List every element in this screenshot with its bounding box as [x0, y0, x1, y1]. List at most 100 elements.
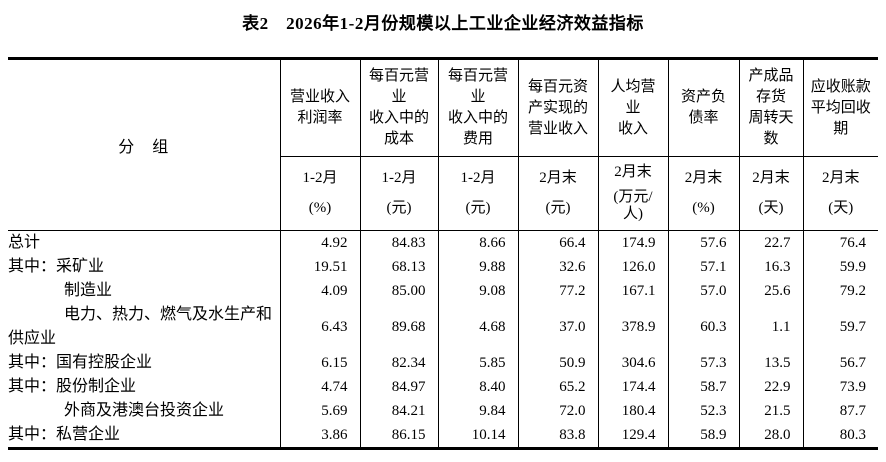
cell-value: 56.7	[802, 351, 878, 375]
cell-value: 378.9	[597, 303, 668, 351]
column-header-expense-per-100-revenue: 每百元营 业 收入中的 费用	[437, 58, 518, 157]
cell-value: 8.66	[437, 230, 518, 255]
subheader-revenue-per-assets: 2月末 (元)	[517, 156, 598, 231]
cell-value: 22.9	[738, 375, 803, 399]
cell-value: 126.0	[597, 255, 668, 279]
column-header-debt-ratio: 资产负 债率	[667, 58, 739, 157]
subheader-debt-ratio: 2月末 (%)	[667, 156, 739, 231]
cell-value: 6.43	[279, 303, 360, 351]
subheader-expense: 1-2月 (元)	[437, 156, 518, 231]
header-row-titles: 分 组 营业收入 利润率 每百元营 业 收入中的 成本 每百元营 业 收入中的 …	[8, 58, 878, 231]
cell-value: 28.0	[738, 423, 803, 449]
cell-value: 10.14	[437, 423, 518, 449]
cell-value: 180.4	[597, 399, 668, 423]
table-title: 表2 2026年1-2月份规模以上工业企业经济效益指标	[242, 14, 644, 33]
cell-value: 167.1	[597, 279, 668, 303]
cell-value: 65.2	[517, 375, 598, 399]
cell-value: 9.88	[437, 255, 518, 279]
unit-label: (元)	[386, 200, 412, 216]
cell-value: 59.7	[802, 303, 878, 351]
cell-value: 57.3	[667, 351, 739, 375]
cell-value: 57.6	[667, 230, 739, 255]
unit-label: (天)	[828, 200, 854, 216]
cell-value: 89.68	[359, 303, 438, 351]
row-label: 其中：采矿业	[8, 258, 105, 275]
cell-value: 4.68	[437, 303, 518, 351]
row-label: 外商及港澳台投资企业	[64, 402, 225, 419]
period-label: 2月末	[821, 170, 860, 186]
cell-value: 85.00	[359, 279, 438, 303]
cell-value: 80.3	[802, 423, 878, 449]
cell-value: 60.3	[667, 303, 739, 351]
cell-value: 66.4	[517, 230, 598, 255]
column-header-revenue-per-capita: 人均营 业 收入	[597, 58, 668, 157]
column-header-inventory-turnover-days: 产成品 存货 周转天 数	[738, 58, 803, 157]
cell-value: 19.51	[279, 255, 360, 279]
row-label: 其中：国有控股企业	[8, 354, 153, 371]
table-row-state-holding: 其中：国有控股企业 6.15 82.34 5.85 50.9 304.6 57.…	[8, 351, 878, 375]
indicators-table: 分 组 营业收入 利润率 每百元营 业 收入中的 成本 每百元营 业 收入中的 …	[8, 57, 878, 450]
unit-label: (元)	[545, 200, 571, 216]
row-label: 总计	[8, 234, 41, 251]
cell-value: 59.9	[802, 255, 878, 279]
cell-value: 37.0	[517, 303, 598, 351]
cell-value: 5.69	[279, 399, 360, 423]
cell-value: 6.15	[279, 351, 360, 375]
column-header-profit-margin: 营业收入 利润率	[279, 58, 360, 157]
column-header-group: 分 组	[8, 58, 280, 231]
cell-value: 4.92	[279, 230, 360, 255]
cell-value: 72.0	[517, 399, 598, 423]
cell-value: 58.9	[667, 423, 739, 449]
period-label: 2月末	[539, 170, 577, 186]
cell-value: 68.13	[359, 255, 438, 279]
cell-value: 5.85	[437, 351, 518, 375]
cell-value: 82.34	[359, 351, 438, 375]
period-label: 2月末	[684, 170, 723, 186]
unit-label: (万元/ 人)	[613, 188, 653, 222]
cell-value: 32.6	[517, 255, 598, 279]
cell-value: 9.08	[437, 279, 518, 303]
table-row-mining: 其中：采矿业 19.51 68.13 9.88 32.6 126.0 57.1 …	[8, 255, 878, 279]
cell-value: 174.9	[597, 230, 668, 255]
cell-value: 73.9	[802, 375, 878, 399]
row-label: 制造业	[64, 282, 113, 299]
cell-value: 76.4	[802, 230, 878, 255]
row-label: 电力、热力、燃气及水生产和 供应业	[8, 306, 273, 347]
cell-value: 16.3	[738, 255, 803, 279]
period-label: 2月末	[614, 164, 652, 181]
unit-label: (天)	[758, 200, 784, 216]
subheader-receivables: 2月末 (天)	[802, 156, 878, 231]
cell-value: 87.7	[802, 399, 878, 423]
cell-value: 129.4	[597, 423, 668, 449]
cell-value: 58.7	[667, 375, 739, 399]
column-header-receivables-collection-period: 应收账款 平均回收 期	[802, 58, 878, 157]
unit-label: (%)	[692, 200, 715, 216]
cell-value: 8.40	[437, 375, 518, 399]
cell-value: 84.97	[359, 375, 438, 399]
cell-value: 57.0	[667, 279, 739, 303]
cell-value: 1.1	[738, 303, 803, 351]
subheader-revenue-per-capita: 2月末 (万元/ 人)	[597, 156, 668, 231]
cell-value: 79.2	[802, 279, 878, 303]
table-row-total: 总计 4.92 84.83 8.66 66.4 174.9 57.6 22.7 …	[8, 230, 878, 255]
period-label: 1-2月	[381, 170, 417, 186]
cell-value: 84.83	[359, 230, 438, 255]
cell-value: 9.84	[437, 399, 518, 423]
cell-value: 3.86	[279, 423, 360, 449]
unit-label: (%)	[308, 200, 332, 216]
cell-value: 86.15	[359, 423, 438, 449]
cell-value: 83.8	[517, 423, 598, 449]
column-header-revenue-per-100-assets: 每百元资 产实现的 营业收入	[517, 58, 598, 157]
cell-value: 174.4	[597, 375, 668, 399]
cell-value: 57.1	[667, 255, 739, 279]
cell-value: 77.2	[517, 279, 598, 303]
cell-value: 4.74	[279, 375, 360, 399]
period-label: 1-2月	[302, 170, 338, 186]
column-header-cost-per-100-revenue: 每百元营 业 收入中的 成本	[359, 58, 438, 157]
cell-value: 4.09	[279, 279, 360, 303]
cell-value: 50.9	[517, 351, 598, 375]
period-label: 2月末	[752, 170, 790, 186]
table-row-share-holding: 其中：股份制企业 4.74 84.97 8.40 65.2 174.4 58.7…	[8, 375, 878, 399]
cell-value: 84.21	[359, 399, 438, 423]
